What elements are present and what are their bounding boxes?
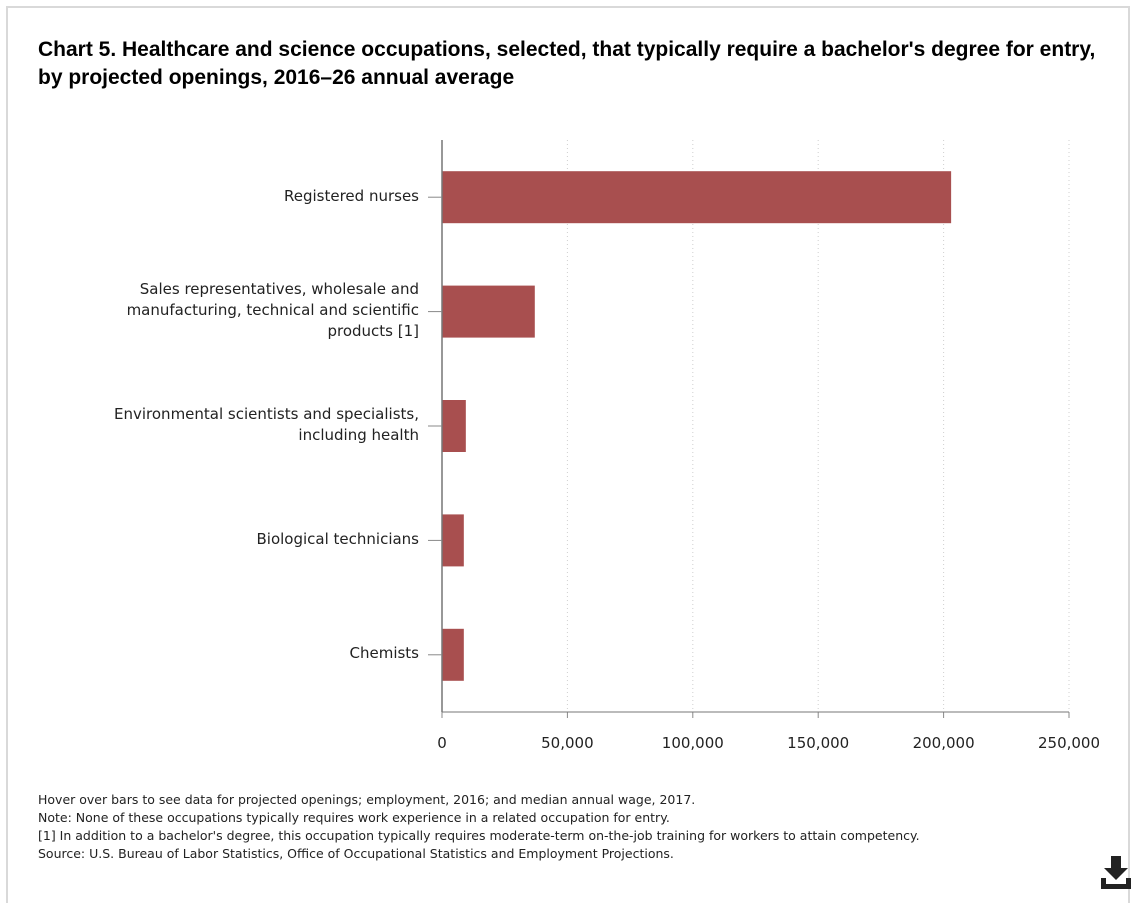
chart-frame [6, 6, 1130, 903]
download-button[interactable] [1099, 854, 1133, 890]
x-tick-label: 150,000 [787, 734, 849, 752]
x-tick-label: 0 [437, 734, 447, 752]
category-label-line: Biological technicians [256, 529, 419, 548]
category-label: Chemists [350, 643, 420, 664]
axes [428, 140, 1070, 718]
source-note: Source: U.S. Bureau of Labor Statistics,… [38, 846, 674, 861]
category-label-line: Registered nurses [284, 186, 419, 205]
category-label: Biological technicians [256, 529, 419, 550]
gridlines [566, 140, 1070, 712]
download-icon [1101, 856, 1131, 889]
category-label-line: Chemists [349, 644, 420, 663]
category-label-line: including health [298, 426, 419, 444]
x-tick-label: 200,000 [913, 734, 975, 752]
bar[interactable] [442, 514, 464, 567]
bar[interactable] [442, 628, 464, 681]
chart-notes: Hover over bars to see data for projecte… [38, 791, 1108, 863]
hover-note: Hover over bars to see data for projecte… [38, 792, 696, 807]
category-label: Environmental scientists and specialists… [114, 404, 419, 446]
category-label: Registered nurses [284, 186, 419, 207]
x-tick-labels: 0 50,000 100,000 150,000 200,000 250,000 [437, 734, 1100, 752]
bar[interactable] [442, 171, 952, 224]
x-tick-label: 50,000 [541, 734, 594, 752]
category-label-line: products [1] [327, 322, 419, 341]
x-tick-label: 100,000 [662, 734, 724, 752]
category-label-line: Sales representatives, wholesale and [139, 280, 419, 299]
bar[interactable] [442, 285, 535, 338]
bar[interactable] [442, 400, 466, 452]
x-tick-label: 250,000 [1038, 734, 1100, 752]
general-note: Note: None of these occupations typicall… [38, 810, 670, 825]
chart-title: Chart 5. Healthcare and science occupati… [38, 38, 1096, 89]
category-label-line: Environmental scientists and specialists… [114, 405, 419, 423]
category-label-line: manufacturing, technical and scientific [126, 301, 419, 320]
footnote: [1] In addition to a bachelor's degree, … [38, 828, 920, 843]
bars [442, 171, 952, 681]
category-label: Sales representatives, wholesale and manu… [127, 279, 419, 342]
